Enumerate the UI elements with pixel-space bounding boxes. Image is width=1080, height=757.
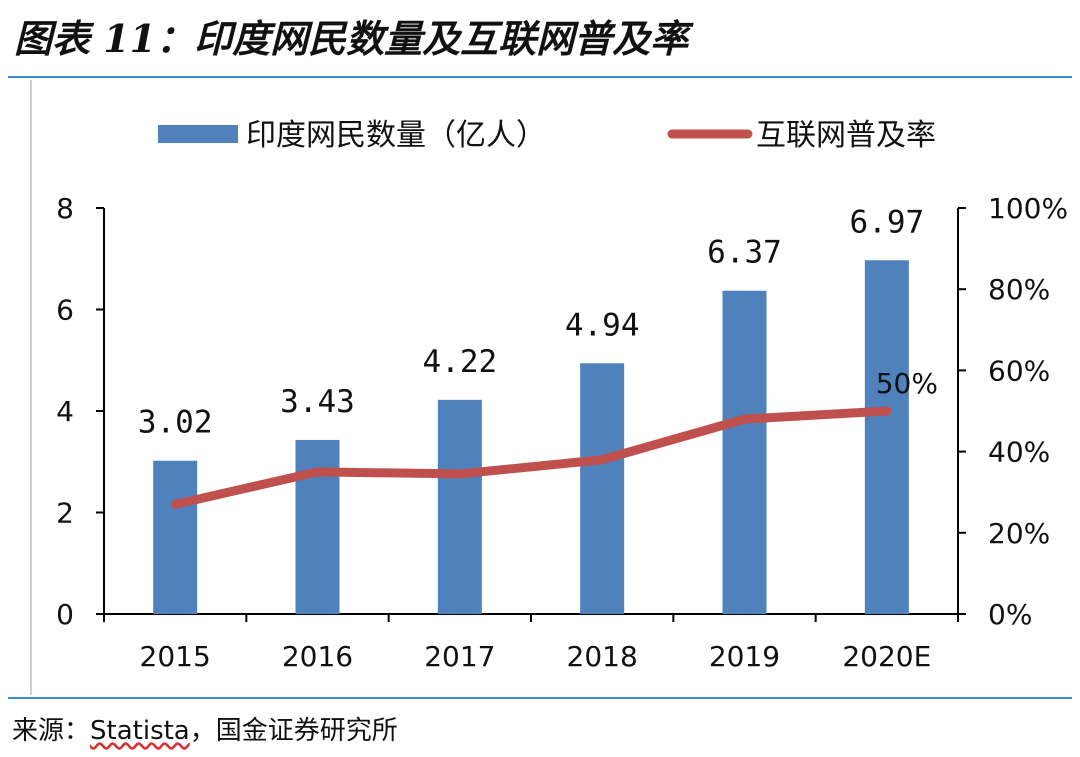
line-data-label: 50%	[876, 367, 938, 400]
footer-divider	[8, 697, 1072, 699]
side-divider	[30, 80, 32, 695]
x-axis-tick-label: 2015	[140, 640, 211, 673]
combo-chart: 印度网民数量（亿人） 互联网普及率 024680%20%40%60%80%100%…	[56, 118, 1068, 673]
bar	[437, 399, 482, 614]
right-axis-tick-label: 0%	[988, 598, 1032, 631]
x-axis-tick-label: 2017	[424, 640, 495, 673]
data-labels: 3.02 3.43 4.22 4.94 6.37 6.97 50%	[138, 204, 938, 440]
bar-data-label: 4.22	[423, 344, 498, 380]
source-name: Statista	[90, 716, 190, 746]
right-axis-tick-label: 60%	[988, 354, 1050, 387]
bar-data-label: 3.43	[280, 384, 355, 420]
title-divider	[8, 76, 1072, 78]
left-axis-tick-label: 4	[56, 395, 74, 428]
legend: 印度网民数量（亿人） 互联网普及率	[158, 118, 936, 153]
source-prefix: 来源：	[12, 716, 91, 746]
x-axis-tick-label: 2019	[709, 640, 780, 673]
legend-line-label: 互联网普及率	[756, 118, 936, 153]
bar-data-label: 3.02	[138, 405, 213, 441]
penetration-line	[170, 406, 892, 509]
right-axis-tick-label: 80%	[988, 273, 1050, 306]
chart-title: 图表 11：印度网民数量及互联网普及率	[14, 16, 689, 61]
right-axis-tick-label: 100%	[988, 192, 1068, 225]
right-axis-tick-label: 40%	[988, 436, 1050, 469]
x-axis-tick-label: 2020E	[842, 640, 931, 673]
left-axis-tick-label: 2	[56, 497, 74, 530]
bar	[864, 260, 909, 614]
bar	[295, 439, 340, 614]
legend-bar-swatch	[158, 125, 238, 143]
legend-bar-label: 印度网民数量（亿人）	[246, 118, 546, 153]
bar-data-label: 6.37	[707, 235, 782, 271]
line-series	[170, 406, 892, 509]
left-axis-tick-label: 0	[56, 598, 74, 631]
bar	[722, 290, 767, 614]
left-axis-tick-label: 8	[56, 192, 74, 225]
bar-data-label: 6.97	[850, 204, 925, 240]
bar	[580, 363, 625, 614]
source-note: 来源：Statista，国金证券研究所	[12, 710, 398, 747]
source-suffix: ，国金证券研究所	[189, 716, 398, 746]
bar-series	[153, 260, 909, 614]
left-axis-tick-label: 6	[56, 294, 74, 327]
right-axis-tick-label: 20%	[988, 517, 1050, 550]
x-axis-tick-label: 2016	[282, 640, 353, 673]
bar	[153, 460, 198, 614]
bar-data-label: 4.94	[565, 307, 640, 343]
x-axis-tick-label: 2018	[567, 640, 638, 673]
